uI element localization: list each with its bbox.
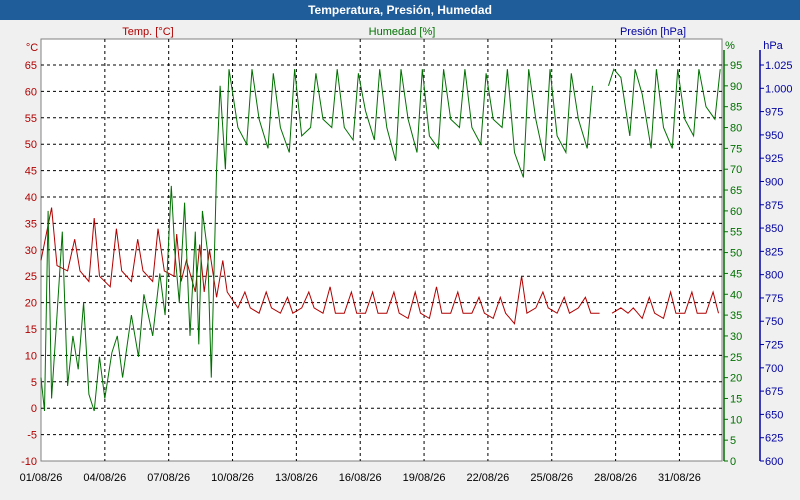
temp-tick-label: 10 xyxy=(25,350,37,362)
pres-tick-label: 700 xyxy=(765,363,783,375)
pres-tick-label: 650 xyxy=(765,409,783,421)
hum-unit-label: % xyxy=(725,40,735,52)
temp-tick-label: 35 xyxy=(25,218,37,230)
pres-tick-label: 825 xyxy=(765,246,783,258)
pres-tick-label: 850 xyxy=(765,223,783,235)
pres-tick-label: 875 xyxy=(765,200,783,212)
hum-tick-label: 85 xyxy=(730,102,742,114)
temp-tick-label: 15 xyxy=(25,324,37,336)
hum-tick-label: 10 xyxy=(730,414,742,426)
pres-tick-label: 725 xyxy=(765,340,783,352)
x-tick-label: 19/08/26 xyxy=(403,472,446,484)
hum-tick-label: 55 xyxy=(730,227,742,239)
hum-tick-label: 15 xyxy=(730,393,742,405)
x-tick-label: 31/08/26 xyxy=(658,472,701,484)
pres-axis-label: Presión [hPa] xyxy=(620,26,686,38)
temp-tick-label: 65 xyxy=(25,60,37,72)
hum-tick-label: 95 xyxy=(730,60,742,72)
hum-tick-label: 50 xyxy=(730,248,742,260)
temp-tick-label: -10 xyxy=(21,456,37,468)
temp-tick-label: 40 xyxy=(25,192,37,204)
hum-tick-label: 20 xyxy=(730,373,742,385)
pres-tick-label: 900 xyxy=(765,176,783,188)
pres-tick-label: 1.025 xyxy=(765,60,793,72)
temp-tick-label: 50 xyxy=(25,139,37,151)
hum-tick-label: 30 xyxy=(730,331,742,343)
hum-tick-label: 45 xyxy=(730,268,742,280)
temp-tick-label: 30 xyxy=(25,245,37,257)
x-tick-label: 07/08/26 xyxy=(147,472,190,484)
window-title: Temperatura, Presión, Humedad xyxy=(0,0,800,20)
pres-tick-label: 750 xyxy=(765,316,783,328)
pres-tick-label: 1.000 xyxy=(765,83,793,95)
temp-axis-label: Temp. [°C] xyxy=(122,26,173,38)
hum-tick-label: 5 xyxy=(730,435,736,447)
plot-area xyxy=(40,38,723,462)
temp-series-line xyxy=(40,207,719,325)
hum-tick-label: 25 xyxy=(730,352,742,364)
temp-tick-label: 20 xyxy=(25,298,37,310)
x-tick-label: 16/08/26 xyxy=(339,472,382,484)
pres-tick-label: 625 xyxy=(765,433,783,445)
hum-tick-label: 65 xyxy=(730,185,742,197)
pres-tick-label: 775 xyxy=(765,293,783,305)
pres-tick-label: 925 xyxy=(765,153,783,165)
temp-tick-label: 60 xyxy=(25,86,37,98)
pres-tick-label: 675 xyxy=(765,386,783,398)
hum-tick-label: 70 xyxy=(730,164,742,176)
hum-tick-label: 80 xyxy=(730,123,742,135)
pres-tick-label: 800 xyxy=(765,270,783,282)
hum-series-line xyxy=(40,68,721,412)
hum-axis-label: Humedad [%] xyxy=(369,26,436,38)
x-tick-label: 28/08/26 xyxy=(594,472,637,484)
temp-tick-label: -5 xyxy=(27,430,37,442)
hum-tick-label: 35 xyxy=(730,310,742,322)
x-tick-label: 10/08/26 xyxy=(211,472,254,484)
temp-tick-label: 0 xyxy=(31,403,37,415)
hum-tick-label: 75 xyxy=(730,143,742,155)
pres-tick-label: 950 xyxy=(765,130,783,142)
hum-tick-label: 40 xyxy=(730,289,742,301)
hum-tick-label: 0 xyxy=(730,456,736,468)
hum-tick-label: 60 xyxy=(730,206,742,218)
x-tick-label: 01/08/26 xyxy=(20,472,63,484)
temp-tick-label: 55 xyxy=(25,113,37,125)
pres-tick-label: 975 xyxy=(765,107,783,119)
pres-unit-label: hPa xyxy=(763,40,783,52)
temp-tick-label: 25 xyxy=(25,271,37,283)
x-tick-label: 22/08/26 xyxy=(466,472,509,484)
hum-tick-label: 90 xyxy=(730,81,742,93)
x-tick-label: 13/08/26 xyxy=(275,472,318,484)
temp-unit-label: °C xyxy=(26,42,38,54)
x-tick-label: 04/08/26 xyxy=(83,472,126,484)
pres-tick-label: 600 xyxy=(765,456,783,468)
x-tick-label: 25/08/26 xyxy=(530,472,573,484)
series-lines xyxy=(40,68,721,412)
temp-tick-label: 45 xyxy=(25,166,37,178)
temp-tick-label: 5 xyxy=(31,377,37,389)
